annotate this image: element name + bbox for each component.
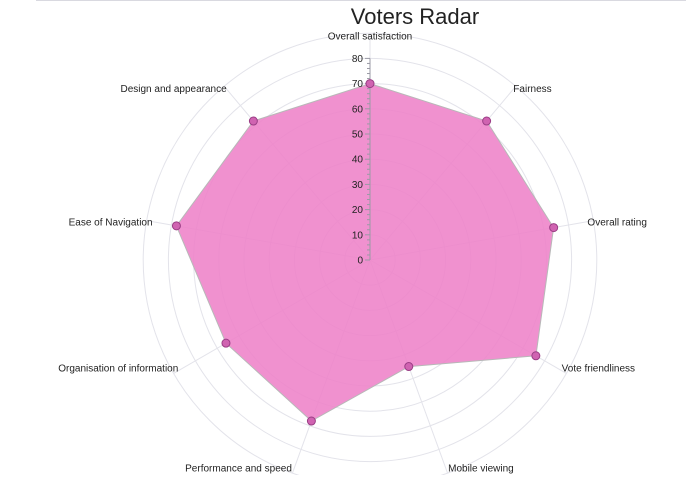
- radar-series-area: [175, 83, 555, 422]
- radial-tick-label: 0: [357, 256, 363, 267]
- data-point: [404, 362, 414, 372]
- data-point: [549, 223, 559, 233]
- radial-tick-label: 40: [352, 155, 364, 166]
- category-label: Overall satisfaction: [328, 31, 412, 42]
- radial-tick-label: 80: [352, 54, 364, 65]
- grid-ring: [142, 32, 598, 480]
- data-point: [482, 116, 492, 126]
- radial-tick-label: 60: [352, 104, 364, 115]
- data-point: [248, 116, 258, 126]
- data-point: [221, 338, 231, 348]
- chart-title: Voters Radar: [351, 4, 479, 29]
- category-labels: Overall satisfaction Fairness Overall rati…: [58, 31, 647, 474]
- data-point: [531, 351, 541, 361]
- top-divider: [36, 0, 686, 1]
- category-label: Fairness: [513, 84, 551, 95]
- category-label: Mobile viewing: [448, 464, 514, 475]
- category-label: Organisation of information: [58, 363, 178, 374]
- category-label: Overall rating: [587, 217, 646, 228]
- category-label: Ease of Navigation: [69, 217, 153, 228]
- category-label: Vote friendliness: [562, 363, 635, 374]
- radial-tick-label: 70: [352, 79, 364, 90]
- radial-tick-label: 20: [352, 205, 364, 216]
- data-point: [171, 221, 181, 231]
- radial-tick-label: 50: [352, 130, 364, 141]
- data-point: [365, 79, 375, 89]
- data-point: [306, 416, 316, 426]
- category-label: Performance and speed: [185, 464, 292, 475]
- radar-points: [171, 79, 559, 426]
- radial-tick-label: 10: [352, 230, 364, 241]
- category-label: Design and appearance: [120, 84, 227, 95]
- radial-tick-label: 30: [352, 180, 364, 191]
- series-area: [175, 83, 555, 422]
